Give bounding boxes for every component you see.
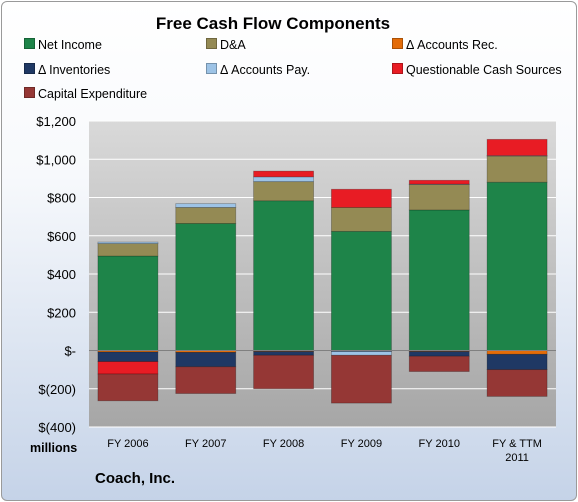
legend-swatch <box>206 38 217 49</box>
bar-segment <box>408 209 470 351</box>
y-tick-label: $(200) <box>38 382 76 397</box>
bar-segment <box>253 351 314 356</box>
bar-segment <box>331 230 392 351</box>
bar-segment <box>408 184 470 211</box>
bar-segment <box>97 243 159 257</box>
chart-title: Free Cash Flow Components <box>155 14 391 33</box>
y-tick-label: $(400) <box>38 420 76 435</box>
legend-swatch <box>24 87 35 98</box>
bar-segment <box>486 181 548 351</box>
bar-segment <box>331 207 392 232</box>
legend-item: D&A <box>206 38 246 52</box>
bar-segment <box>331 188 392 208</box>
bar-segment <box>175 223 237 351</box>
bar-segment <box>175 352 237 368</box>
bar-segment <box>253 200 314 351</box>
bar-segment <box>253 176 314 183</box>
units-label: millions <box>30 441 78 455</box>
bar-segment <box>486 353 548 371</box>
bar-segment <box>408 351 470 357</box>
x-tick-label: FY 2006 <box>107 438 148 450</box>
legend-swatch <box>392 63 403 74</box>
bar-segment <box>486 155 548 183</box>
legend-item: Capital Expenditure <box>24 87 147 101</box>
bar-segment <box>253 170 314 178</box>
legend-label: Capital Expenditure <box>38 87 148 101</box>
company-name: Coach, Inc. <box>95 470 176 487</box>
bar-segment <box>97 241 159 244</box>
bar-segment <box>253 354 314 390</box>
bar-segment <box>175 203 237 208</box>
legend-swatch <box>24 63 35 74</box>
legend-item: Δ Accounts Pay. <box>206 63 310 77</box>
legend-swatch <box>392 38 403 49</box>
bar-segment <box>175 366 237 394</box>
bar-segment <box>97 361 159 375</box>
bar-segment <box>408 355 470 372</box>
legend-label: Net Income <box>38 38 102 52</box>
bar-segment <box>331 351 392 356</box>
y-tick-label: $800 <box>47 191 76 206</box>
x-tick-label: FY 2010 <box>419 438 460 450</box>
bar-segment <box>486 350 548 355</box>
legend-label: Δ Inventories <box>38 63 111 77</box>
bar-segment <box>97 255 159 351</box>
legend-label: Δ Accounts Pay. <box>220 63 311 77</box>
bar-segment <box>253 181 314 202</box>
x-tick-label: FY 2008 <box>263 438 304 450</box>
x-tick-label: FY 2009 <box>341 438 382 450</box>
legend-item: Questionable Cash Sources <box>392 63 562 77</box>
legend-swatch <box>206 63 217 74</box>
legend-label: D&A <box>220 38 246 52</box>
bar-segment <box>97 351 159 362</box>
y-tick-label: $200 <box>47 305 76 320</box>
y-tick-label: $1,000 <box>36 152 76 167</box>
bar-segment <box>97 373 159 402</box>
legend-swatch <box>24 38 35 49</box>
legend-item: Net Income <box>24 38 102 52</box>
legend-label: Questionable Cash Sources <box>406 63 562 77</box>
bar-segment <box>408 179 470 185</box>
bar-segment <box>175 207 237 224</box>
bar-segment <box>486 138 548 157</box>
legend-item: Δ Accounts Rec. <box>392 38 498 52</box>
y-tick-label: $1,200 <box>36 114 76 129</box>
x-tick-label: FY 2007 <box>185 438 226 450</box>
bar-segment <box>331 354 392 404</box>
legend-label: Δ Accounts Rec. <box>406 38 498 52</box>
y-tick-label: $- <box>64 344 76 359</box>
bar-segment <box>486 369 548 397</box>
x-tick-label: FY & TTM 2011 <box>492 438 542 464</box>
y-tick-label: $600 <box>47 229 76 244</box>
y-tick-label: $400 <box>47 267 76 282</box>
legend-item: Δ Inventories <box>24 63 110 77</box>
